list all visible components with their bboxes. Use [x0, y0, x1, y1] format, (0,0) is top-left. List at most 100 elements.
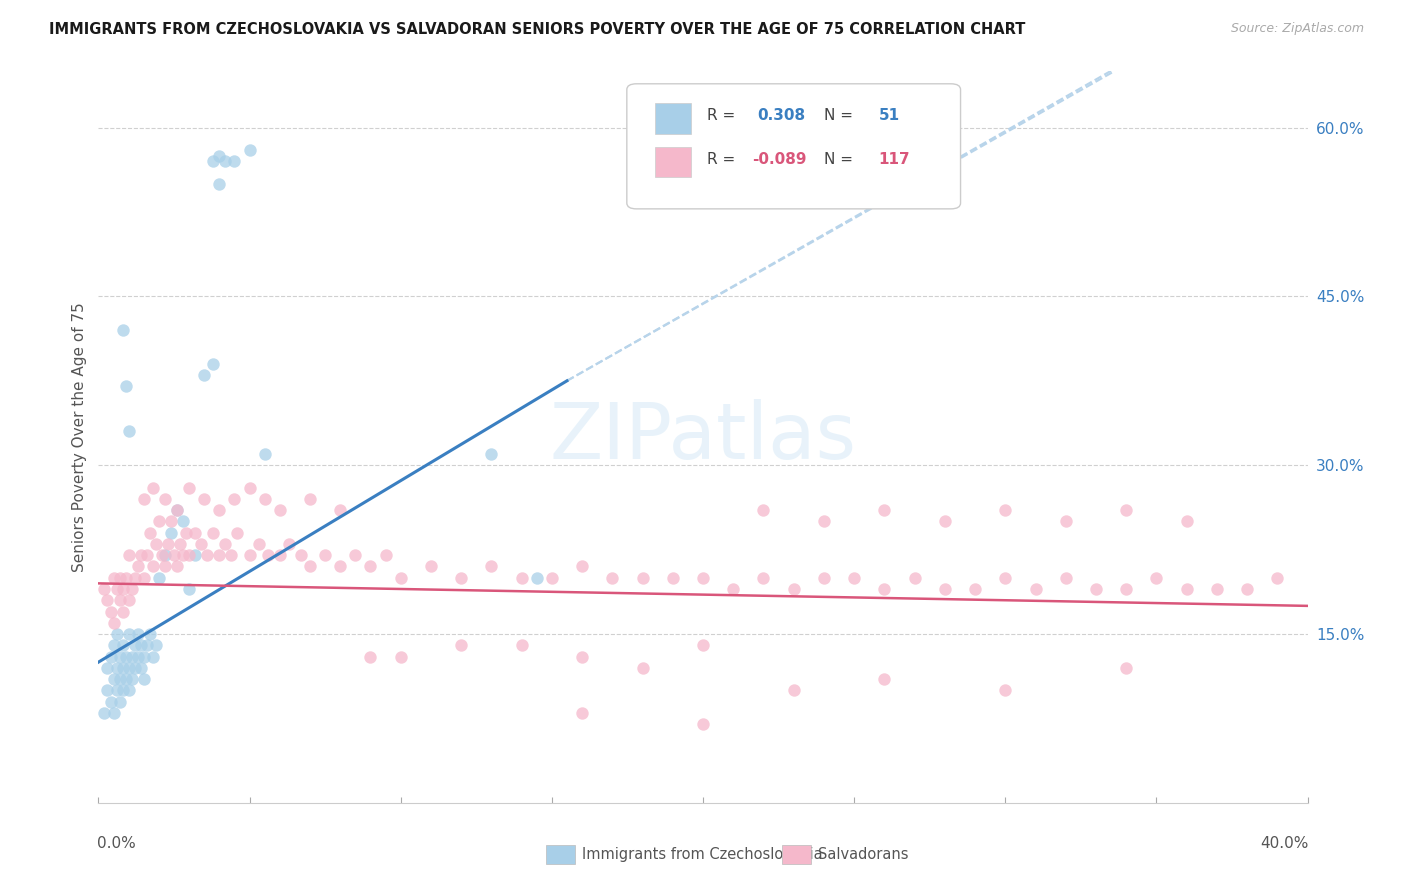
- Point: [96, 593, 118, 607]
- Point: [105, 582, 128, 596]
- Point: [526, 571, 548, 585]
- FancyBboxPatch shape: [546, 846, 575, 864]
- Point: [783, 582, 806, 596]
- Point: [129, 548, 152, 562]
- Point: [239, 481, 262, 495]
- Point: [692, 638, 714, 652]
- Point: [299, 491, 322, 506]
- Point: [118, 425, 141, 439]
- Point: [129, 638, 152, 652]
- Point: [100, 694, 122, 708]
- Point: [118, 661, 141, 675]
- Point: [118, 593, 141, 607]
- Point: [661, 571, 683, 585]
- Point: [269, 503, 291, 517]
- Point: [752, 571, 775, 585]
- Point: [156, 537, 179, 551]
- Point: [160, 515, 183, 529]
- Point: [114, 571, 136, 585]
- Point: [253, 491, 276, 506]
- Point: [103, 571, 125, 585]
- Point: [108, 694, 131, 708]
- Point: [631, 661, 654, 675]
- Point: [540, 571, 562, 585]
- Point: [121, 582, 143, 596]
- Point: [132, 491, 155, 506]
- Point: [111, 323, 134, 337]
- Point: [114, 672, 136, 686]
- Point: [148, 515, 170, 529]
- Point: [813, 571, 835, 585]
- Point: [166, 503, 188, 517]
- Point: [108, 593, 131, 607]
- Point: [103, 706, 125, 720]
- Point: [269, 548, 291, 562]
- Point: [253, 447, 276, 461]
- Point: [873, 503, 896, 517]
- Point: [904, 571, 927, 585]
- Point: [247, 537, 270, 551]
- Point: [135, 638, 157, 652]
- Text: Immigrants from Czechoslovakia: Immigrants from Czechoslovakia: [582, 847, 823, 862]
- Text: 51: 51: [879, 109, 900, 123]
- Point: [111, 582, 134, 596]
- Text: R =: R =: [707, 109, 735, 123]
- Point: [129, 661, 152, 675]
- Point: [174, 525, 197, 540]
- Point: [169, 537, 191, 551]
- Point: [132, 649, 155, 664]
- FancyBboxPatch shape: [655, 146, 690, 178]
- Point: [214, 154, 236, 169]
- Point: [202, 525, 225, 540]
- FancyBboxPatch shape: [782, 846, 811, 864]
- Point: [208, 177, 231, 191]
- Point: [844, 571, 866, 585]
- Point: [111, 605, 134, 619]
- Point: [631, 571, 654, 585]
- Point: [114, 379, 136, 393]
- Point: [195, 548, 218, 562]
- Point: [202, 357, 225, 371]
- Point: [1024, 582, 1046, 596]
- Point: [1054, 515, 1077, 529]
- Point: [153, 548, 176, 562]
- Point: [329, 559, 352, 574]
- Text: Source: ZipAtlas.com: Source: ZipAtlas.com: [1230, 22, 1364, 36]
- Point: [256, 548, 278, 562]
- Point: [374, 548, 396, 562]
- Point: [481, 447, 503, 461]
- FancyBboxPatch shape: [655, 103, 690, 134]
- Point: [571, 649, 593, 664]
- Point: [571, 559, 593, 574]
- Point: [239, 143, 262, 157]
- Point: [190, 537, 212, 551]
- Text: N =: N =: [824, 109, 853, 123]
- Point: [105, 627, 128, 641]
- Point: [103, 615, 125, 630]
- Text: ZIPatlas: ZIPatlas: [550, 399, 856, 475]
- Point: [163, 548, 186, 562]
- Point: [208, 548, 231, 562]
- Point: [221, 548, 243, 562]
- Point: [360, 649, 382, 664]
- Point: [108, 672, 131, 686]
- Point: [132, 571, 155, 585]
- Point: [127, 649, 149, 664]
- Point: [344, 548, 367, 562]
- FancyBboxPatch shape: [627, 84, 960, 209]
- Point: [389, 649, 412, 664]
- Point: [290, 548, 312, 562]
- Point: [118, 683, 141, 698]
- Point: [160, 525, 183, 540]
- Point: [934, 515, 956, 529]
- Point: [166, 503, 188, 517]
- Point: [723, 582, 745, 596]
- Point: [93, 706, 115, 720]
- Point: [1085, 582, 1108, 596]
- Point: [314, 548, 336, 562]
- Point: [142, 481, 165, 495]
- Point: [994, 571, 1017, 585]
- Point: [118, 548, 141, 562]
- Point: [965, 582, 987, 596]
- Point: [153, 491, 176, 506]
